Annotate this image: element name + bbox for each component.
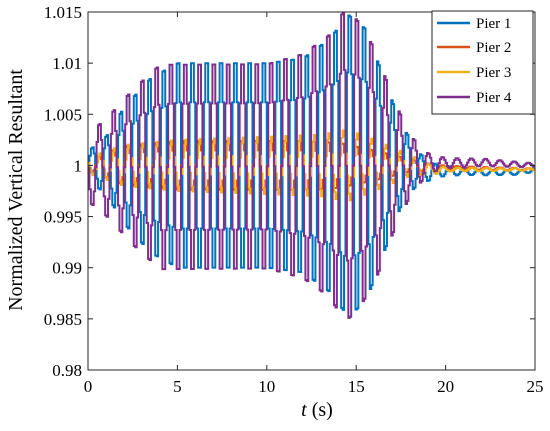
x-axis-variable: t <box>301 399 307 421</box>
y-tick-label: 0.98 <box>52 361 82 380</box>
legend-entry-pier-4: Pier 4 <box>437 90 512 106</box>
x-axis-label: t (s) <box>301 399 333 421</box>
legend-entry-pier-2: Pier 2 <box>437 40 511 56</box>
axis-ticks: 0 5 10 15 20 25 0.98 0.985 0.99 0.995 1 1.005 1.01 1.… <box>44 3 544 396</box>
x-axis-unit: (s) <box>307 399 333 421</box>
legend: Pier 1 Pier 2 Pier 3 Pier 4 <box>431 10 534 115</box>
svg-text:t (s): t (s) <box>301 399 333 421</box>
x-tick-label: 0 <box>84 377 93 396</box>
y-tick-label: 1.015 <box>44 3 82 22</box>
y-tick-label: 0.995 <box>44 208 82 227</box>
x-tick-label: 20 <box>437 377 454 396</box>
y-axis-label: Normalized Vertical Resultant <box>5 69 27 311</box>
y-tick-label: 0.99 <box>52 259 82 278</box>
legend-label-pier-3: Pier 3 <box>476 65 511 81</box>
y-tick-label: 1.01 <box>52 54 82 73</box>
series-layer <box>88 12 535 319</box>
legend-label-pier-4: Pier 4 <box>476 90 512 106</box>
legend-entry-pier-3: Pier 3 <box>437 65 511 81</box>
y-tick-label: 0.985 <box>44 310 82 329</box>
x-tick-label: 5 <box>173 377 182 396</box>
series-line-pier-4 <box>88 12 535 319</box>
legend-label-pier-2: Pier 2 <box>476 40 511 56</box>
legend-label-pier-1: Pier 1 <box>476 16 511 32</box>
plot-frame <box>87 11 536 371</box>
x-tick-label: 15 <box>348 377 365 396</box>
legend-entry-pier-1: Pier 1 <box>437 16 511 32</box>
y-tick-label: 1.005 <box>44 105 82 124</box>
x-tick-label: 25 <box>527 377 544 396</box>
x-tick-label: 10 <box>258 377 275 396</box>
y-tick-label: 1 <box>74 156 83 175</box>
